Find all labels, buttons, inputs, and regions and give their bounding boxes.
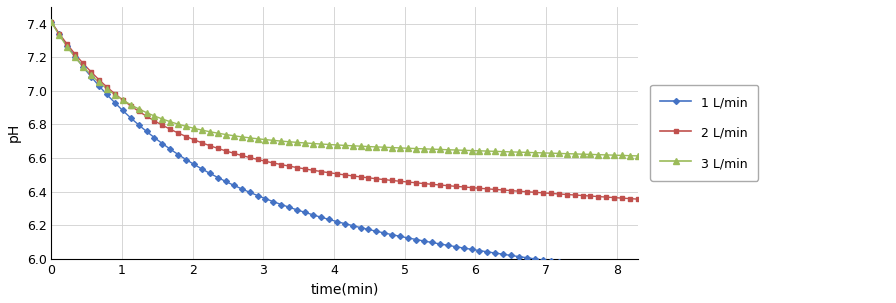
Legend: 1 L/min, 2 L/min, 3 L/min: 1 L/min, 2 L/min, 3 L/min <box>650 85 758 181</box>
X-axis label: time(min): time(min) <box>311 282 379 296</box>
Y-axis label: pH: pH <box>7 123 21 142</box>
